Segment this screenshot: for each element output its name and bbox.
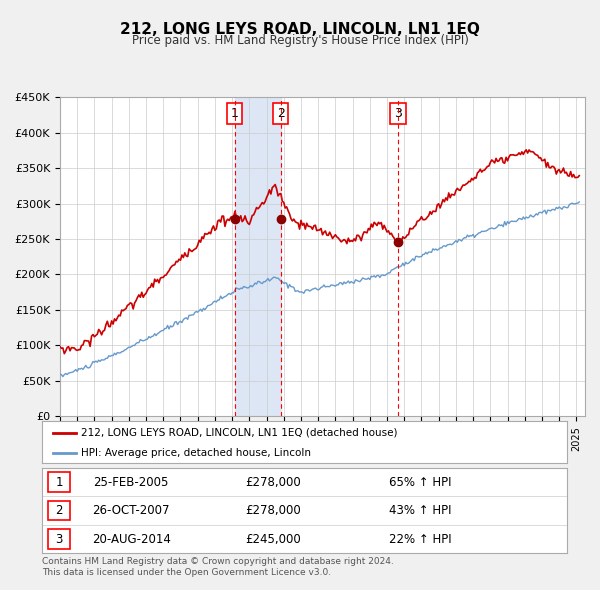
- Text: 43% ↑ HPI: 43% ↑ HPI: [389, 504, 451, 517]
- Text: 22% ↑ HPI: 22% ↑ HPI: [389, 533, 451, 546]
- Text: Price paid vs. HM Land Registry's House Price Index (HPI): Price paid vs. HM Land Registry's House …: [131, 34, 469, 47]
- Bar: [235, 97, 281, 416]
- Text: 3: 3: [56, 533, 63, 546]
- Text: 1: 1: [56, 476, 63, 489]
- Text: 20-AUG-2014: 20-AUG-2014: [92, 533, 170, 546]
- Text: HPI: Average price, detached house, Lincoln: HPI: Average price, detached house, Linc…: [82, 448, 311, 457]
- Text: 3: 3: [394, 107, 402, 120]
- Text: 26-OCT-2007: 26-OCT-2007: [92, 504, 170, 517]
- Text: 65% ↑ HPI: 65% ↑ HPI: [389, 476, 451, 489]
- Text: £278,000: £278,000: [245, 504, 301, 517]
- FancyBboxPatch shape: [49, 529, 70, 549]
- Text: 25-FEB-2005: 25-FEB-2005: [94, 476, 169, 489]
- Text: 2: 2: [277, 107, 284, 120]
- Text: £278,000: £278,000: [245, 476, 301, 489]
- Text: This data is licensed under the Open Government Licence v3.0.: This data is licensed under the Open Gov…: [42, 568, 331, 576]
- FancyBboxPatch shape: [49, 473, 70, 492]
- Text: Contains HM Land Registry data © Crown copyright and database right 2024.: Contains HM Land Registry data © Crown c…: [42, 557, 394, 566]
- Text: 212, LONG LEYS ROAD, LINCOLN, LN1 1EQ (detached house): 212, LONG LEYS ROAD, LINCOLN, LN1 1EQ (d…: [82, 428, 398, 438]
- Text: 212, LONG LEYS ROAD, LINCOLN, LN1 1EQ: 212, LONG LEYS ROAD, LINCOLN, LN1 1EQ: [120, 22, 480, 37]
- Text: 1: 1: [230, 107, 238, 120]
- Text: £245,000: £245,000: [245, 533, 301, 546]
- FancyBboxPatch shape: [49, 501, 70, 520]
- Text: 2: 2: [56, 504, 63, 517]
